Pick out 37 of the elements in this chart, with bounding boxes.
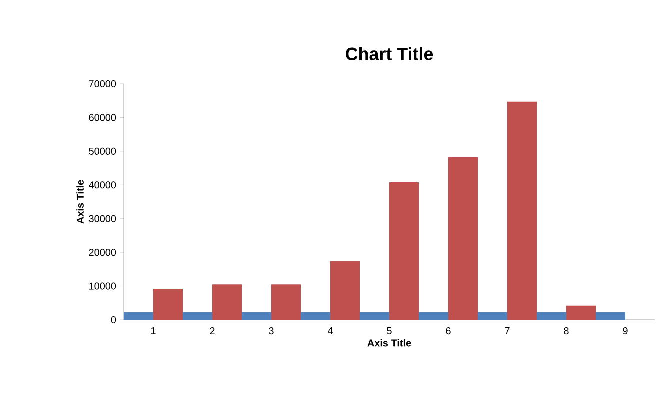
y-axis-title: Axis Title [76,180,84,224]
y-tick-label: 60000 [89,114,116,122]
bar [537,312,567,320]
chart-title: Chart Title [346,47,434,61]
y-tick-label: 10000 [90,282,116,290]
bar [301,312,331,320]
y-tick-label: 30000 [89,215,116,222]
bar [242,312,272,320]
bar [390,182,420,320]
bar [272,284,302,320]
bar [183,312,212,320]
y-tick-label: 50000 [89,148,116,155]
x-tick-label: 3 [269,328,274,335]
x-tick-label: 5 [387,328,392,334]
bar [508,102,538,320]
y-tick-label: 70000 [89,80,116,88]
bar [212,284,242,320]
bar [154,288,183,320]
x-axis-title: Axis Title [368,339,412,347]
bar [330,261,360,320]
y-tick-label: 40000 [89,182,116,189]
bar [596,312,626,320]
y-tick-label: 20000 [89,249,116,256]
bar [566,306,596,320]
x-tick-label: 7 [505,328,510,334]
x-tick-label: 6 [446,328,451,335]
x-tick-label: 1 [151,328,156,334]
x-tick-label: 2 [210,328,215,334]
y-tick-label: 0 [111,316,116,324]
bar [124,312,154,320]
bar [448,158,478,320]
bar [419,312,449,320]
bar [478,312,508,320]
bar [360,312,390,320]
x-tick-label: 8 [564,328,569,335]
x-tick-label: 4 [328,328,333,334]
x-tick-label: 9 [623,328,628,335]
